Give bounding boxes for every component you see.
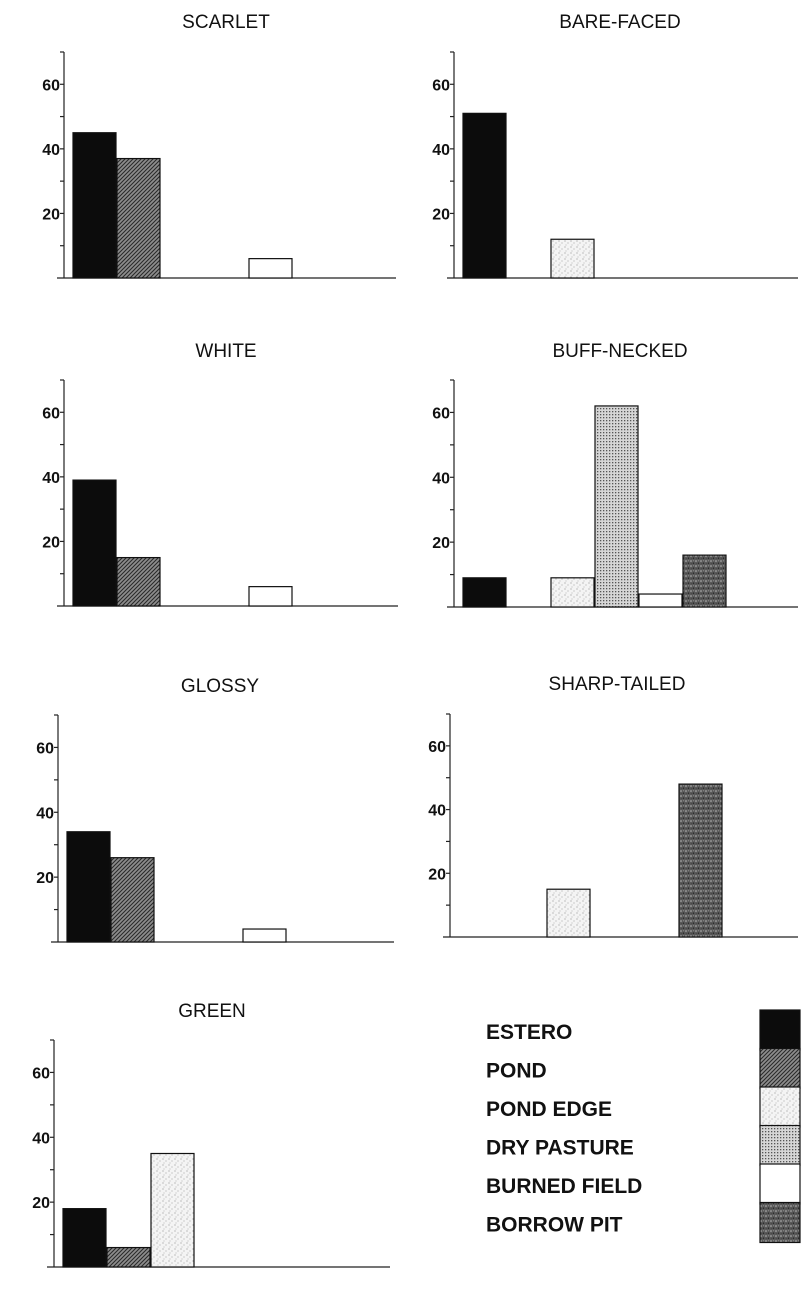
bar-pond-edge <box>550 577 595 608</box>
y-tick-label: 40 <box>432 142 450 159</box>
bar-estero <box>462 577 507 608</box>
bar-pond-edge <box>546 888 591 938</box>
chart-title: BARE-FACED <box>559 12 680 33</box>
bar-estero <box>66 831 111 943</box>
legend-swatch <box>759 1124 801 1167</box>
legend-swatch <box>759 1201 801 1244</box>
bar-borrow-pit <box>682 554 727 608</box>
y-tick-label: 60 <box>42 405 60 422</box>
bar-dry-pasture <box>594 405 639 608</box>
legend: ESTERO POND POND EDGE DRY PASTURE BURNED FIE… <box>486 1009 801 1244</box>
y-tick-label: 20 <box>428 866 446 883</box>
chart-title: SHARP-TAILED <box>549 674 686 695</box>
bar-estero <box>72 132 117 279</box>
chart-panel: WHITE 20 40 60 <box>42 341 398 607</box>
bar-estero <box>462 112 507 279</box>
legend-swatch <box>759 1047 801 1090</box>
bar-estero <box>62 1208 107 1268</box>
chart-panel: GLOSSY 20 40 60 <box>36 676 394 943</box>
y-tick-label: 40 <box>32 1130 50 1147</box>
bar-burned-field <box>242 928 287 943</box>
y-tick-label: 20 <box>432 206 450 223</box>
y-tick-label: 20 <box>32 1195 50 1212</box>
bar-pond-edge <box>150 1152 195 1268</box>
bar-pond <box>116 556 161 607</box>
y-tick-label: 20 <box>42 206 60 223</box>
y-tick-label: 60 <box>36 740 54 757</box>
chart-title: BUFF-NECKED <box>552 341 687 362</box>
y-tick-label: 60 <box>32 1065 50 1082</box>
bar-burned-field <box>248 258 293 279</box>
bar-borrow-pit <box>678 783 723 938</box>
y-tick-label: 60 <box>432 77 450 94</box>
y-tick-label: 40 <box>36 805 54 822</box>
bar-estero <box>72 479 117 607</box>
chart-panel: SCARLET 20 40 60 <box>42 12 396 279</box>
bar-pond <box>110 857 155 943</box>
chart-title: WHITE <box>195 341 256 362</box>
legend-swatch <box>759 1086 801 1128</box>
y-tick-label: 20 <box>432 535 450 552</box>
bar-pond-edge <box>550 238 595 279</box>
legend-label: POND EDGE <box>486 1098 612 1121</box>
legend-label: BORROW PIT <box>486 1214 623 1237</box>
legend-label: BURNED FIELD <box>486 1175 642 1198</box>
legend-label: ESTERO <box>486 1021 572 1044</box>
y-tick-label: 40 <box>428 803 446 820</box>
chart-panel: BUFF-NECKED 20 40 60 <box>432 341 798 608</box>
legend-swatch <box>759 1009 801 1051</box>
y-tick-label: 60 <box>42 77 60 94</box>
bar-burned-field <box>248 586 293 607</box>
legend-swatch <box>759 1163 801 1205</box>
y-tick-label: 60 <box>432 405 450 422</box>
chart-panel: BARE-FACED 20 40 60 <box>432 12 798 279</box>
bar-burned-field <box>638 593 683 608</box>
y-tick-label: 40 <box>42 142 60 159</box>
bar-pond <box>116 157 161 279</box>
legend-label: DRY PASTURE <box>486 1137 634 1160</box>
y-tick-label: 40 <box>42 470 60 487</box>
chart-panel: SHARP-TAILED 20 40 60 <box>428 674 798 938</box>
chart-title: GLOSSY <box>181 676 259 697</box>
y-tick-label: 20 <box>42 534 60 551</box>
y-tick-label: 20 <box>36 870 54 887</box>
bar-pond <box>106 1246 151 1268</box>
chart-title: SCARLET <box>182 12 270 33</box>
chart-title: GREEN <box>178 1001 246 1022</box>
chart-panel: GREEN 20 40 60 <box>32 1001 390 1268</box>
y-tick-label: 60 <box>428 739 446 756</box>
y-tick-label: 40 <box>432 470 450 487</box>
legend-label: POND <box>486 1060 547 1083</box>
